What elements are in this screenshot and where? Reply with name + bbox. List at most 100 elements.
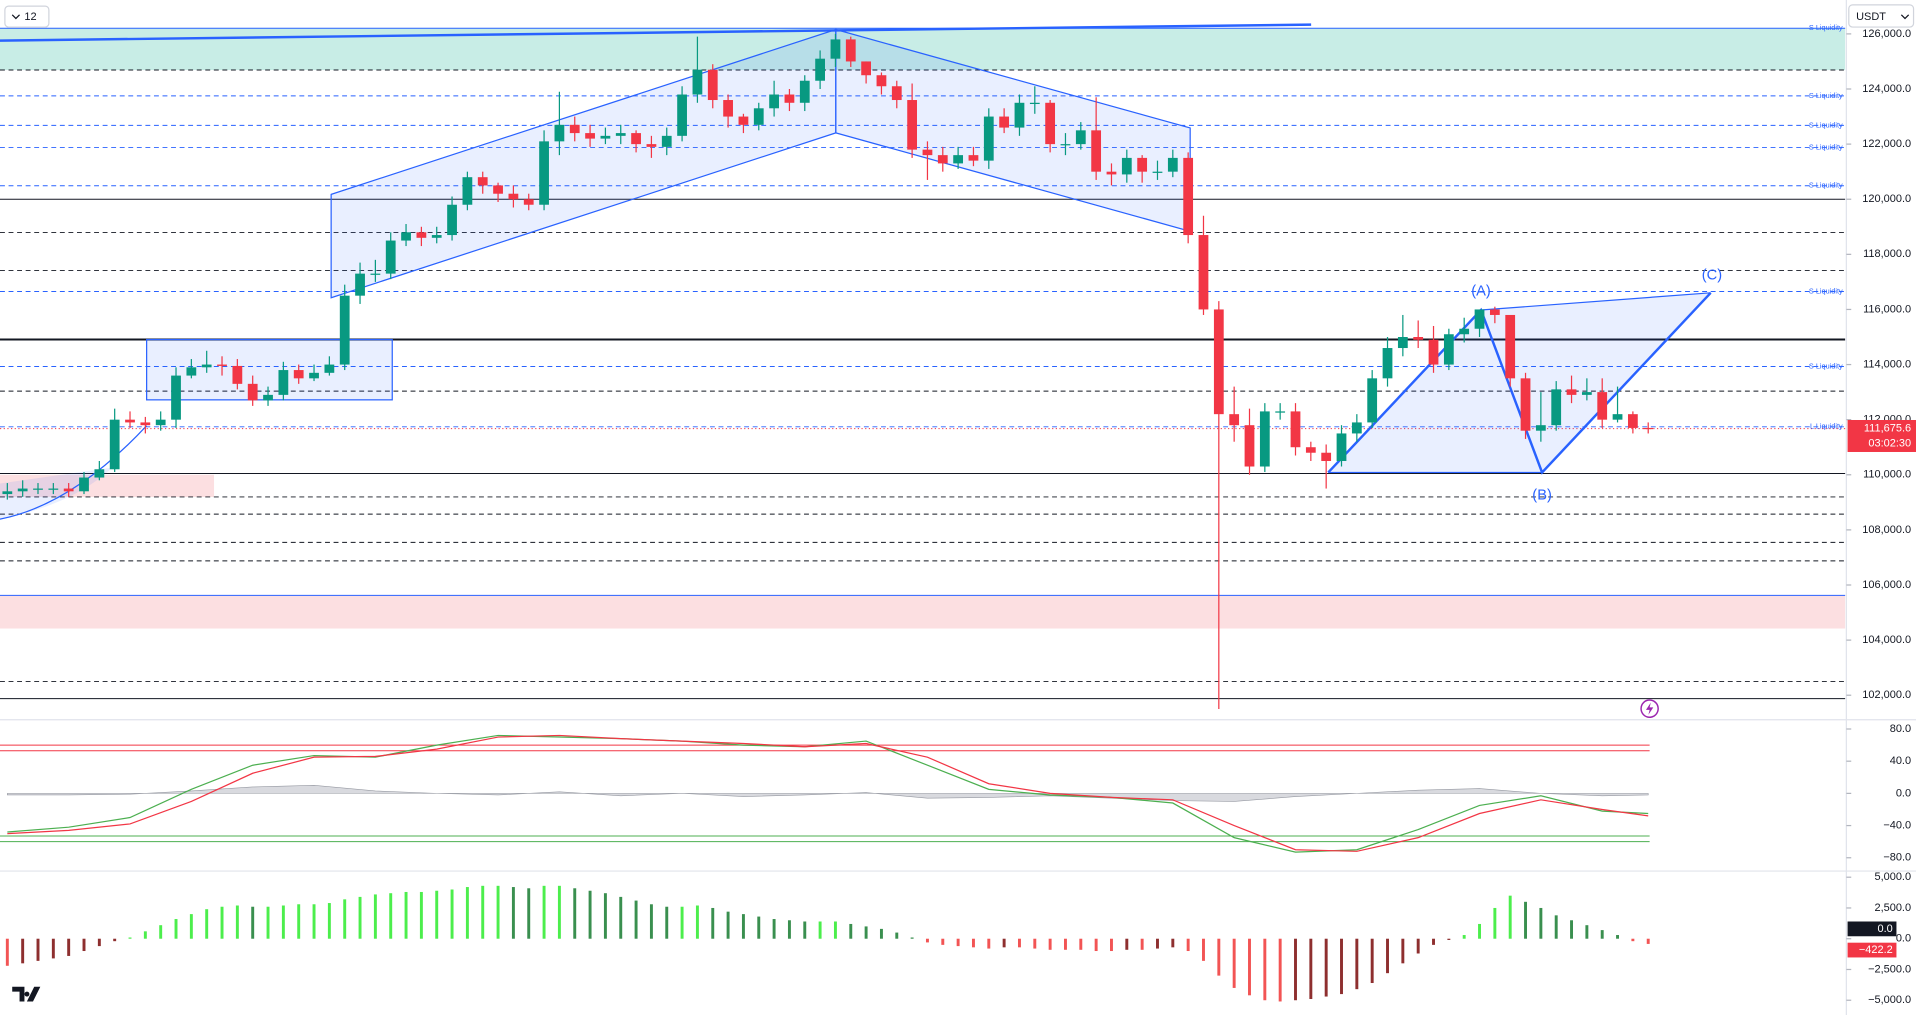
candle-body (1489, 309, 1500, 315)
histogram-bar (1600, 930, 1604, 939)
histogram-bar (619, 896, 623, 939)
area (7, 785, 1649, 802)
candle-body (1213, 309, 1224, 415)
y-tick-label: 110,000.0 (1863, 469, 1911, 481)
drawing-layer (0, 27, 1846, 843)
candle-body (1290, 411, 1301, 448)
readout: −422.2 (1859, 944, 1893, 956)
candle-body (692, 69, 703, 95)
abc-edge (1480, 292, 1711, 311)
candle-body (462, 177, 473, 205)
interval[interactable]: 12 (24, 11, 36, 23)
candle-body (1505, 314, 1516, 379)
y-tick-label: 102,000.0 (1862, 689, 1911, 701)
histogram-bar (849, 923, 853, 939)
candle-body (1106, 171, 1117, 175)
candle-body (1551, 389, 1562, 426)
candle-body (1459, 328, 1470, 335)
candle-body (707, 69, 718, 101)
candle-body (830, 39, 841, 59)
candle-body (753, 108, 764, 125)
y-tick-label: 5,000.0 (1874, 871, 1911, 883)
level-label: S Liquidity (1809, 361, 1843, 370)
histogram-bar (511, 887, 515, 939)
candle-body (600, 135, 611, 139)
candle-body (1029, 102, 1040, 105)
candle-body (907, 100, 918, 150)
candle-body (278, 370, 289, 395)
candle-body (232, 365, 243, 384)
y-tick-label: 80.0 (1890, 723, 1911, 735)
candle-body (1014, 102, 1025, 128)
candle-body (891, 86, 902, 101)
histogram-bar (634, 900, 638, 939)
candle-body (631, 133, 641, 145)
candle-body (477, 177, 488, 186)
candle-body (1397, 337, 1408, 349)
candle-body (493, 185, 503, 194)
histogram-bar (557, 885, 561, 939)
candle-body (1121, 157, 1132, 175)
histogram-bar (665, 906, 669, 939)
candle-body (661, 135, 672, 147)
level-label: S Liquidity (1809, 142, 1843, 151)
candle-body (217, 364, 227, 366)
histogram-bar (128, 937, 132, 939)
histogram-bar (1493, 907, 1497, 939)
histogram-bar (97, 938, 101, 947)
histogram-bar (1064, 938, 1067, 950)
histogram-bar (1508, 895, 1512, 939)
histogram-bar (1156, 938, 1159, 949)
last-price-tag (1847, 419, 1916, 452)
candle-body (1581, 392, 1592, 395)
candle-body (201, 364, 212, 368)
candle-body (309, 372, 319, 379)
candle-body (1321, 452, 1332, 462)
candle-body (1244, 425, 1255, 467)
marks-layer: S Liquidity S Liquidity S Liquidity S Liqui… (2, 23, 1843, 1002)
candle-body (845, 39, 856, 62)
abc-fill (1328, 310, 1543, 473)
candle-body (937, 155, 948, 164)
histogram-bar (450, 889, 454, 939)
y-tick-label: −80.0 (1883, 852, 1911, 864)
histogram-bar (726, 911, 730, 939)
candle-body (999, 116, 1010, 128)
candle-body (385, 240, 396, 274)
histogram-bar (956, 938, 960, 947)
y-tick-label: 120,000.0 (1862, 193, 1911, 205)
candle-body (1597, 392, 1608, 420)
y-tick-label: 40.0 (1890, 755, 1911, 767)
wave-label: (A) (1471, 283, 1491, 299)
histogram-bar (879, 928, 883, 939)
currency-button[interactable] (1848, 4, 1915, 28)
interval-button[interactable] (4, 5, 50, 28)
candle-body (1183, 157, 1194, 236)
candle-body (799, 80, 810, 103)
histogram-bar (1079, 938, 1083, 950)
currency[interactable]: USDT (1856, 11, 1886, 23)
candle-body (1428, 339, 1439, 365)
candle-body (953, 155, 964, 164)
y-tick-label: 122,000.0 (1862, 138, 1911, 150)
candle-body (1167, 157, 1178, 172)
candle-body (1091, 130, 1102, 172)
candle-body (1259, 411, 1270, 467)
y-tick-label: 104,000.0 (1862, 634, 1911, 646)
histogram-bar (925, 938, 929, 943)
histogram-bar (818, 921, 822, 939)
histogram-bar (1140, 938, 1144, 950)
candle-body (324, 364, 335, 373)
histogram-bar (113, 938, 117, 942)
histogram-bar (82, 938, 86, 952)
candle-body (876, 75, 887, 87)
candle-body (1336, 433, 1347, 462)
level-label: S Liquidity (1809, 91, 1843, 100)
histogram-bar (1524, 901, 1527, 939)
histogram-bar (1202, 938, 1205, 961)
histogram-bar (680, 906, 684, 939)
candle-body (585, 133, 595, 139)
histogram-bar (266, 906, 270, 939)
histogram-bar (159, 925, 163, 939)
